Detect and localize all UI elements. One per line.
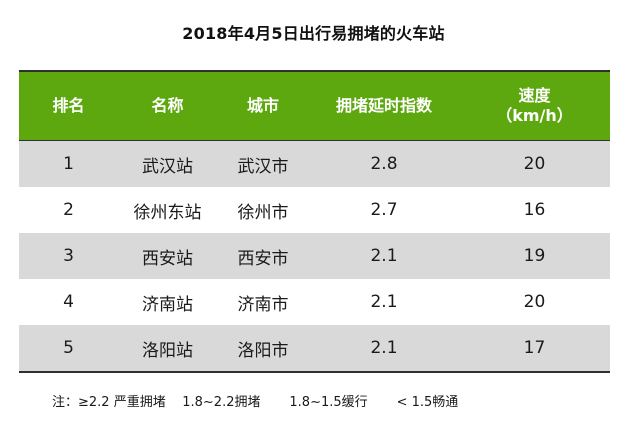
table-body: 1 武汉站 武汉市 2.8 20 2 徐州东站 徐州市 2.7 16 3 西安站… [19, 141, 610, 371]
cell-city: 西安市 [237, 248, 289, 269]
cell-station: 洛阳站 [142, 340, 193, 361]
legend-note: 注：≥2.2 严重拥堵 1.8~2.2拥堵 1.8~1.5缓行 < 1.5畅通 [52, 395, 459, 410]
cell-rank: 1 [63, 154, 74, 174]
header-delay-index: 拥堵延时指数 [335, 96, 432, 115]
cell-city: 武汉市 [237, 156, 289, 177]
table-row: 5 洛阳站 洛阳市 2.1 17 [19, 325, 610, 371]
cell-station: 西安站 [142, 248, 193, 269]
cell-delay-index: 2.1 [370, 246, 398, 266]
cell-station: 徐州东站 [133, 202, 202, 223]
cell-station: 武汉站 [142, 156, 193, 177]
table-header: 排名 名称 城市 拥堵延时指数 速度 （km/h） [19, 72, 610, 141]
cell-rank: 5 [63, 338, 74, 358]
cell-speed: 17 [523, 338, 546, 358]
cell-speed: 20 [523, 292, 546, 312]
cell-rank: 4 [63, 292, 74, 312]
header-rank: 排名 [52, 96, 85, 115]
table-row: 3 西安站 西安市 2.1 19 [19, 233, 610, 279]
cell-speed: 16 [523, 200, 546, 220]
cell-city: 济南市 [237, 294, 289, 315]
cell-delay-index: 2.8 [370, 154, 398, 174]
cell-rank: 3 [63, 246, 74, 266]
header-speed: 速度 （km/h） [496, 86, 573, 125]
cell-city: 洛阳市 [237, 340, 289, 361]
table-row: 4 济南站 济南市 2.1 20 [19, 279, 610, 325]
cell-delay-index: 2.1 [370, 338, 398, 358]
cell-city: 徐州市 [237, 202, 289, 223]
page-title: 2018年4月5日出行易拥堵的火车站 [182, 24, 445, 43]
table-row: 2 徐州东站 徐州市 2.7 16 [19, 187, 610, 233]
cell-speed: 19 [523, 246, 546, 266]
cell-speed: 20 [523, 154, 546, 174]
header-name: 名称 [151, 96, 184, 115]
cell-delay-index: 2.7 [370, 200, 398, 220]
cell-delay-index: 2.1 [370, 292, 398, 312]
table-row: 1 武汉站 武汉市 2.8 20 [19, 141, 610, 187]
header-city: 城市 [246, 96, 279, 115]
cell-station: 济南站 [142, 294, 193, 315]
congestion-table: 排名 名称 城市 拥堵延时指数 速度 （km/h） 1 武汉站 武汉市 2.8 … [19, 70, 610, 373]
cell-rank: 2 [63, 200, 74, 220]
